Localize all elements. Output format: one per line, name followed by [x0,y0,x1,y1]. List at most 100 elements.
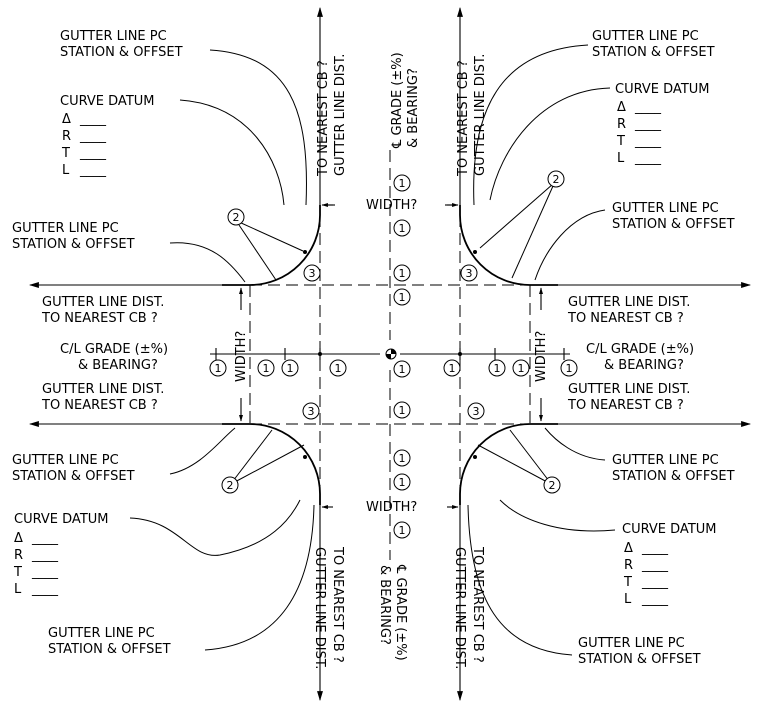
bl-t-val: ____ [31,565,59,580]
svg-text:1: 1 [399,222,406,235]
bubbles: 1 1 1 1 1 1 1 1 1 1 1 1 1 1 1 1 1 2 2 2 … [209,170,578,539]
svg-text:1: 1 [399,267,406,280]
vertical-label-top-grade-1: ℄ GRADE (±%) [390,52,405,149]
bubble-1: 1 [393,449,411,467]
tl-t: T [61,146,70,161]
svg-text:1: 1 [399,476,406,489]
br-t-val: ____ [641,575,669,590]
vertical-label-tl-1: TO NEAREST CB ? [316,60,331,177]
bubble-1: 1 [393,288,411,306]
tr-r: R [617,117,626,132]
width-dimensions [239,203,543,509]
vertical-label-tl-2: GUTTER LINE DIST. [333,54,348,176]
left-gutter-top-1: GUTTER LINE DIST. [42,295,164,310]
bl-pc-station-2: STATION & OFFSET [12,469,135,484]
br-r-val: ____ [641,558,669,573]
bl-r: R [14,548,23,563]
tr-delta: Δ [617,100,626,115]
l-pc-1: GUTTER LINE PC [12,221,119,236]
bubble-1: 1 [281,359,299,377]
svg-text:1: 1 [399,291,406,304]
br-pc-2: STATION & OFFSET [578,652,701,667]
svg-text:1: 1 [399,363,406,376]
tr-t: T [616,134,625,149]
tl-l: L [62,163,70,178]
br-r: R [624,558,633,573]
svg-text:1: 1 [399,524,406,537]
centerline [210,348,570,360]
tl-curve-datum: CURVE DATUM [60,94,155,109]
bubble-1: 1 [488,359,506,377]
tl-pc-1: GUTTER LINE PC [60,29,167,44]
bl-pc-2: STATION & OFFSET [48,642,171,657]
right-gutter-top-2: TO NEAREST CB ? [567,311,684,326]
bl-delta: Δ [14,531,23,546]
bubble-1: 1 [257,359,275,377]
br-delta: Δ [624,541,633,556]
right-grade-2: & BEARING? [604,358,684,373]
right-gutter-top-1: GUTTER LINE DIST. [568,295,690,310]
tl-l-val: ____ [79,163,107,178]
bubble-1: 1 [560,359,578,377]
svg-text:1: 1 [399,452,406,465]
right-gutter-bottom-2: TO NEAREST CB ? [567,398,684,413]
tr-t-val: ____ [634,134,662,149]
svg-text:3: 3 [308,405,315,418]
svg-text:1: 1 [263,362,270,375]
vertical-label-br-2: GUTTER LINE DIST. [452,547,467,669]
bubble-1: 1 [209,359,227,377]
bubble-1: 1 [393,360,411,378]
bl-l: L [14,582,22,597]
br-pc-1: GUTTER LINE PC [578,636,685,651]
br-curve-datum: CURVE DATUM [622,522,717,537]
vertical-label-top-grade-2: & BEARING? [406,68,421,148]
width-label-top: WIDTH? [366,198,417,213]
svg-text:1: 1 [399,177,406,190]
svg-text:3: 3 [473,405,480,418]
svg-text:1: 1 [215,362,222,375]
vertical-label-bottom-grade-1: ℄ GRADE (±%) [393,564,408,661]
svg-text:1: 1 [494,362,501,375]
bubble-1: 1 [443,359,461,377]
svg-text:1: 1 [335,362,342,375]
bubble-1: 1 [512,359,530,377]
width-label-bottom: WIDTH? [366,500,417,515]
right-grade-1: C/L GRADE (±%) [586,342,694,357]
bubble-1: 1 [393,473,411,491]
svg-text:1: 1 [399,404,406,417]
br-t: T [623,575,632,590]
vertical-label-br-1: TO NEAREST CB ? [470,546,485,663]
svg-text:3: 3 [466,267,473,280]
left-grade-2: & BEARING? [78,358,158,373]
svg-text:2: 2 [553,173,560,186]
bubble-1: 1 [393,174,411,192]
bubble-1: 1 [329,359,347,377]
svg-text:2: 2 [227,479,234,492]
vertical-label-bl-2: GUTTER LINE DIST. [312,547,327,669]
vertical-label-bl-1: TO NEAREST CB ? [330,546,345,663]
svg-text:2: 2 [549,479,556,492]
r-pc-2: STATION & OFFSET [612,217,735,232]
bubble-1: 1 [393,264,411,282]
bl-pc-1: GUTTER LINE PC [48,626,155,641]
br-pc-station-1: GUTTER LINE PC [612,453,719,468]
dashed-lines [249,150,531,560]
bl-pc-station-1: GUTTER LINE PC [12,453,119,468]
tr-l-val: ____ [634,151,662,166]
tl-t-val: ____ [79,146,107,161]
right-gutter-bottom-1: GUTTER LINE DIST. [568,382,690,397]
bl-curve-datum: CURVE DATUM [14,512,109,527]
svg-text:1: 1 [449,362,456,375]
curb-returns [222,205,558,505]
br-l-val: ____ [641,592,669,607]
svg-text:1: 1 [518,362,525,375]
tl-delta: Δ [62,112,71,127]
r-pc-1: GUTTER LINE PC [612,201,719,216]
br-l: L [624,592,632,607]
bubble-1: 1 [393,401,411,419]
bl-t: T [13,565,22,580]
bubble-2: 2 [543,476,561,494]
tr-pc-2: STATION & OFFSET [592,45,715,60]
bl-r-val: ____ [31,548,59,563]
